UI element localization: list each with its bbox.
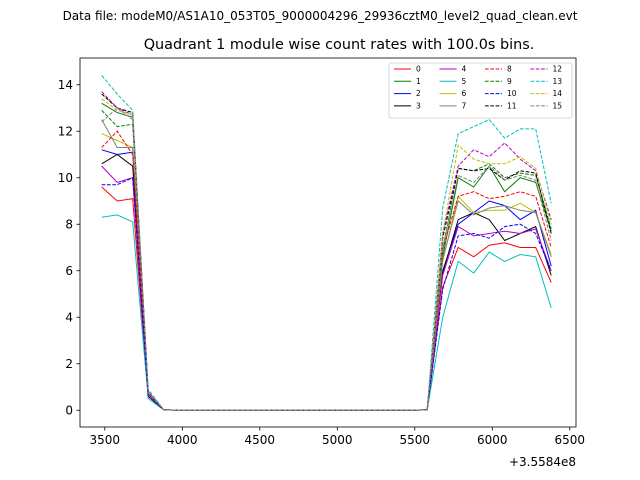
legend-label-3: 3 bbox=[416, 102, 421, 111]
legend-label-4: 4 bbox=[462, 65, 467, 74]
x-tick-label: 6500 bbox=[555, 433, 586, 447]
legend-label-1: 1 bbox=[416, 77, 421, 86]
legend-label-2: 2 bbox=[416, 89, 421, 98]
y-tick-label: 2 bbox=[65, 357, 73, 371]
y-tick-label: 0 bbox=[65, 404, 73, 418]
legend-label-8: 8 bbox=[507, 65, 512, 74]
x-tick-label: 6000 bbox=[477, 433, 508, 447]
x-axis: 3500 4000 4500 5000 5500 6000 6500 bbox=[90, 427, 586, 447]
legend-label-15: 15 bbox=[553, 102, 563, 111]
legend-label-14: 14 bbox=[553, 89, 563, 98]
legend-label-9: 9 bbox=[507, 77, 512, 86]
legend-label-7: 7 bbox=[462, 102, 467, 111]
y-tick-label: 4 bbox=[65, 311, 73, 325]
legend-label-11: 11 bbox=[507, 102, 517, 111]
legend-label-0: 0 bbox=[416, 65, 421, 74]
legend-box bbox=[388, 62, 573, 119]
legend-label-6: 6 bbox=[462, 89, 467, 98]
figure-suptitle: Data file: modeM0/AS1A10_053T05_90000042… bbox=[63, 9, 578, 23]
y-tick-label: 14 bbox=[58, 78, 73, 92]
plot-area bbox=[79, 57, 577, 428]
x-axis-offset-label: +3.5584e8 bbox=[509, 455, 576, 469]
x-tick-label: 5500 bbox=[400, 433, 431, 447]
legend-label-13: 13 bbox=[553, 77, 563, 86]
x-tick-label: 4000 bbox=[167, 433, 198, 447]
legend-label-5: 5 bbox=[462, 77, 467, 86]
legend-label-12: 12 bbox=[553, 65, 563, 74]
chart-title: Quadrant 1 module wise count rates with … bbox=[144, 37, 535, 53]
x-tick-label: 3500 bbox=[90, 433, 121, 447]
y-tick-label: 6 bbox=[65, 264, 73, 278]
x-tick-label: 4500 bbox=[245, 433, 276, 447]
y-axis: 0 2 4 6 8 10 12 14 bbox=[58, 78, 80, 418]
y-tick-label: 8 bbox=[65, 218, 73, 232]
y-tick-label: 12 bbox=[58, 125, 73, 139]
series-line-15 bbox=[101, 107, 552, 411]
legend-label-10: 10 bbox=[507, 89, 517, 98]
y-tick-label: 10 bbox=[58, 171, 73, 185]
plot-frame bbox=[79, 57, 577, 428]
x-tick-label: 5000 bbox=[322, 433, 353, 447]
series-line-12 bbox=[101, 91, 552, 411]
